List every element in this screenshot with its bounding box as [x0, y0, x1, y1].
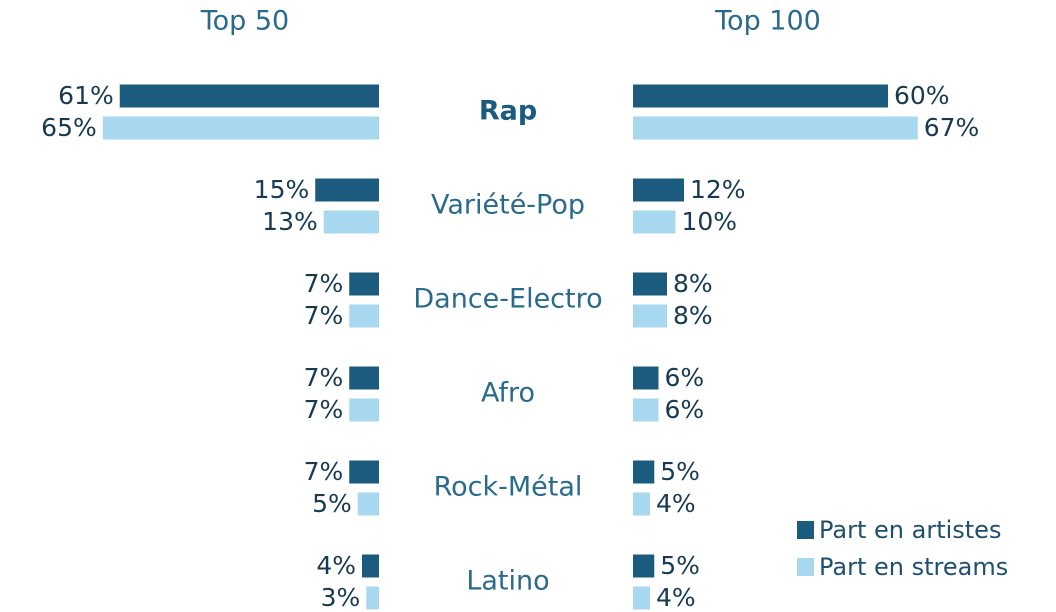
- bar: [349, 304, 379, 328]
- bar: [633, 84, 888, 108]
- bar: [633, 366, 659, 390]
- value-label: 67%: [924, 113, 980, 142]
- value-label: 4%: [316, 551, 356, 580]
- value-label: 10%: [682, 207, 738, 236]
- category-label: Rock-Métal: [434, 472, 583, 503]
- value-label: 15%: [254, 175, 310, 204]
- bar: [633, 554, 655, 578]
- value-label: 13%: [262, 207, 318, 236]
- value-label: 61%: [58, 81, 114, 110]
- bar: [349, 366, 379, 390]
- bar: [357, 492, 379, 516]
- bar: [323, 210, 379, 234]
- value-label: 5%: [660, 551, 700, 580]
- legend-label: Part en artistes: [819, 516, 1001, 544]
- value-label: 7%: [304, 395, 344, 424]
- category-label: Variété-Pop: [431, 190, 585, 221]
- category-label: Rap: [479, 96, 537, 127]
- legend-swatch: [797, 558, 814, 576]
- bar: [633, 460, 655, 484]
- value-label: 65%: [41, 113, 97, 142]
- legend-swatch: [797, 521, 814, 539]
- bar: [633, 492, 650, 516]
- value-label: 6%: [665, 363, 705, 392]
- value-label: 4%: [656, 489, 696, 518]
- value-label: 7%: [304, 301, 344, 330]
- bar: [349, 460, 379, 484]
- panel-title: Top 100: [714, 6, 821, 37]
- value-label: 5%: [312, 489, 352, 518]
- panel-title: Top 50: [200, 6, 290, 37]
- value-label: 3%: [321, 583, 361, 612]
- value-label: 6%: [665, 395, 705, 424]
- category-label: Afro: [481, 378, 535, 409]
- value-label: 8%: [673, 301, 713, 330]
- bar: [119, 84, 379, 108]
- value-label: 7%: [304, 457, 344, 486]
- value-label: 7%: [304, 363, 344, 392]
- bar: [633, 398, 659, 422]
- bar: [315, 178, 379, 202]
- bar: [633, 116, 918, 140]
- legend-label: Part en streams: [819, 553, 1008, 581]
- bar: [633, 304, 667, 328]
- value-label: 12%: [690, 175, 746, 204]
- value-label: 7%: [304, 269, 344, 298]
- value-label: 8%: [673, 269, 713, 298]
- value-label: 60%: [894, 81, 950, 110]
- value-label: 5%: [660, 457, 700, 486]
- bar: [349, 398, 379, 422]
- bar: [349, 272, 379, 296]
- bar: [366, 586, 379, 610]
- value-label: 4%: [656, 583, 696, 612]
- bar: [633, 272, 667, 296]
- category-label: Latino: [466, 566, 549, 597]
- bar: [633, 586, 650, 610]
- bar: [633, 210, 676, 234]
- bar: [633, 178, 684, 202]
- bar: [102, 116, 379, 140]
- bar: [362, 554, 379, 578]
- category-label: Dance-Electro: [413, 284, 602, 315]
